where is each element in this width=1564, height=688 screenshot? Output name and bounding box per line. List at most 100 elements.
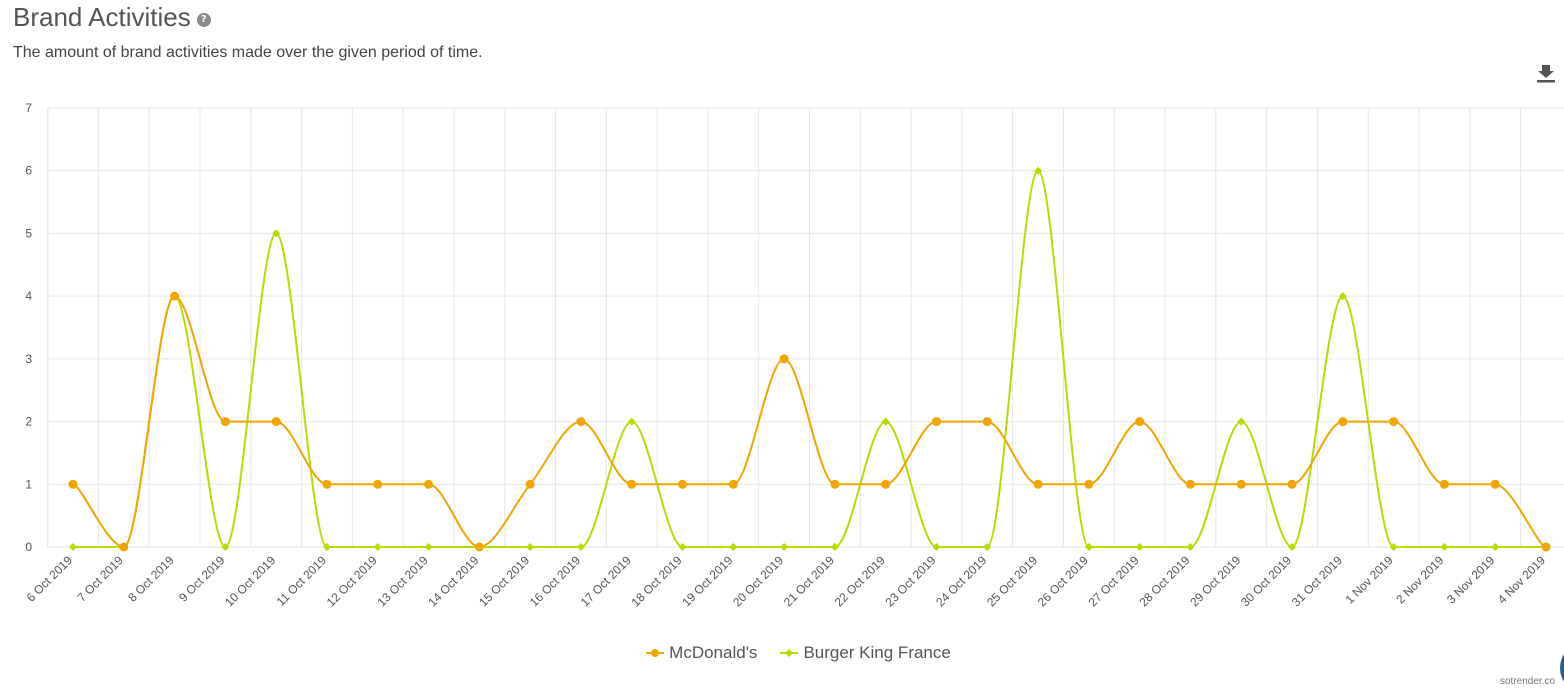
- point-burger-king-18: [983, 543, 992, 551]
- point-mcdonalds-18: [982, 417, 992, 427]
- x-tick-label: 2 Nov 2019: [1393, 553, 1447, 607]
- x-tick-label: 10 Oct 2019: [222, 553, 278, 609]
- point-burger-king-12: [678, 543, 687, 551]
- point-burger-king-25: [1338, 292, 1347, 301]
- point-mcdonalds-12: [678, 479, 688, 489]
- point-mcdonalds-13: [728, 479, 738, 489]
- x-tick-label: 19 Oct 2019: [679, 553, 735, 609]
- x-tick-label: 12 Oct 2019: [324, 553, 380, 609]
- x-tick-label: 21 Oct 2019: [781, 553, 837, 609]
- point-burger-king-27: [1440, 543, 1449, 551]
- x-tick-label: 17 Oct 2019: [578, 553, 634, 609]
- page-subtitle: The amount of brand activities made over…: [13, 44, 483, 61]
- point-mcdonalds-3: [220, 417, 230, 427]
- point-burger-king-28: [1491, 543, 1500, 551]
- point-mcdonalds-24: [1287, 479, 1297, 489]
- y-tick-label: 6: [25, 164, 32, 178]
- point-burger-king-3: [221, 543, 230, 551]
- point-mcdonalds-15: [830, 479, 840, 489]
- chart-legend: McDonald's Burger King France: [0, 643, 1564, 663]
- x-tick-label: 30 Oct 2019: [1238, 553, 1294, 609]
- x-tick-label: 29 Oct 2019: [1187, 553, 1243, 609]
- download-icon[interactable]: [1535, 62, 1557, 84]
- x-tick-label: 8 Oct 2019: [125, 553, 177, 605]
- point-mcdonalds-19: [1033, 479, 1043, 489]
- x-tick-label: 27 Oct 2019: [1086, 553, 1142, 609]
- point-mcdonalds-16: [881, 479, 891, 489]
- y-tick-label: 4: [25, 289, 32, 303]
- point-burger-king-14: [780, 543, 789, 551]
- x-tick-label: 3 Nov 2019: [1444, 553, 1498, 607]
- point-burger-king-20: [1084, 543, 1093, 551]
- point-burger-king-19: [1034, 166, 1043, 175]
- point-mcdonalds-29: [1541, 542, 1551, 552]
- y-tick-label: 2: [25, 415, 32, 429]
- point-burger-king-21: [1135, 543, 1144, 551]
- point-burger-king-15: [830, 543, 839, 551]
- legend-item-mcdonalds[interactable]: McDonald's: [645, 643, 757, 663]
- point-mcdonalds-27: [1439, 479, 1449, 489]
- point-burger-king-16: [881, 417, 890, 426]
- point-burger-king-26: [1389, 543, 1398, 551]
- point-mcdonalds-11: [627, 479, 637, 489]
- chat-widget-button[interactable]: [1560, 648, 1564, 688]
- x-tick-label: 1 Nov 2019: [1342, 553, 1396, 607]
- x-tick-label: 7 Oct 2019: [74, 553, 126, 605]
- point-burger-king-10: [576, 543, 585, 551]
- point-mcdonalds-10: [576, 417, 586, 427]
- x-tick-label: 24 Oct 2019: [933, 553, 989, 609]
- help-icon[interactable]: ?: [196, 12, 211, 27]
- point-burger-king-22: [1186, 543, 1195, 551]
- x-tick-label: 20 Oct 2019: [730, 553, 786, 609]
- x-tick-label: 31 Oct 2019: [1289, 553, 1345, 609]
- page-title: Brand Activities: [13, 2, 191, 32]
- point-mcdonalds-20: [1084, 479, 1094, 489]
- point-burger-king-23: [1237, 417, 1246, 426]
- legend-label-mcdonalds: McDonald's: [669, 643, 758, 662]
- point-mcdonalds-0: [68, 479, 78, 489]
- point-mcdonalds-1: [119, 542, 129, 552]
- x-tick-label: 25 Oct 2019: [984, 553, 1040, 609]
- x-tick-label: 23 Oct 2019: [882, 553, 938, 609]
- x-tick-label: 6 Oct 2019: [24, 553, 76, 605]
- point-mcdonalds-5: [322, 479, 332, 489]
- x-tick-label: 16 Oct 2019: [527, 553, 583, 609]
- legend-swatch-mcdonalds: [646, 649, 665, 657]
- point-mcdonalds-7: [424, 479, 434, 489]
- point-burger-king-17: [932, 543, 941, 551]
- legend-item-burger-king[interactable]: Burger King France: [779, 643, 951, 663]
- point-mcdonalds-26: [1389, 417, 1399, 427]
- point-burger-king-5: [322, 543, 331, 551]
- x-tick-label: 18 Oct 2019: [629, 553, 685, 609]
- point-burger-king-13: [729, 543, 738, 551]
- point-mcdonalds-9: [525, 479, 535, 489]
- point-mcdonalds-2: [170, 291, 180, 301]
- y-tick-label: 7: [25, 101, 32, 115]
- point-mcdonalds-28: [1490, 479, 1500, 489]
- point-mcdonalds-23: [1236, 479, 1246, 489]
- title-row: Brand Activities ?: [13, 2, 211, 33]
- x-tick-label: 9 Oct 2019: [176, 553, 228, 605]
- legend-swatch-burger-king: [780, 649, 799, 657]
- point-burger-king-7: [424, 543, 433, 551]
- point-mcdonalds-14: [779, 354, 789, 364]
- point-mcdonalds-8: [474, 542, 484, 552]
- point-mcdonalds-25: [1338, 417, 1348, 427]
- point-mcdonalds-4: [271, 417, 281, 427]
- legend-label-burger-king: Burger King France: [803, 643, 951, 662]
- point-burger-king-6: [373, 543, 382, 551]
- point-mcdonalds-21: [1135, 417, 1145, 427]
- watermark: sotrender.co: [1500, 676, 1556, 687]
- point-mcdonalds-6: [373, 479, 383, 489]
- point-burger-king-0: [69, 543, 77, 551]
- y-tick-label: 1: [25, 477, 32, 491]
- x-tick-label: 11 Oct 2019: [274, 553, 330, 609]
- point-burger-king-4: [272, 229, 281, 238]
- point-mcdonalds-17: [931, 417, 941, 427]
- x-tick-label: 28 Oct 2019: [1136, 553, 1192, 609]
- x-tick-label: 14 Oct 2019: [425, 553, 481, 609]
- point-burger-king-24: [1288, 543, 1297, 551]
- y-tick-label: 3: [25, 352, 32, 366]
- point-mcdonalds-22: [1185, 479, 1195, 489]
